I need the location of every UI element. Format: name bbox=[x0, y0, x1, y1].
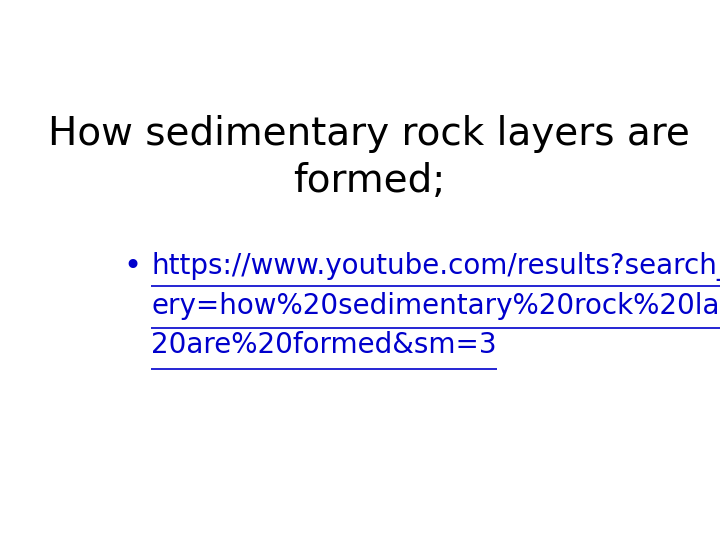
Text: How sedimentary rock layers are
formed;: How sedimentary rock layers are formed; bbox=[48, 114, 690, 200]
Text: •: • bbox=[124, 252, 142, 281]
Text: https://www.youtube.com/results?search_qu
ery=how%20sedimentary%20rock%20layers%: https://www.youtube.com/results?search_q… bbox=[151, 252, 720, 359]
